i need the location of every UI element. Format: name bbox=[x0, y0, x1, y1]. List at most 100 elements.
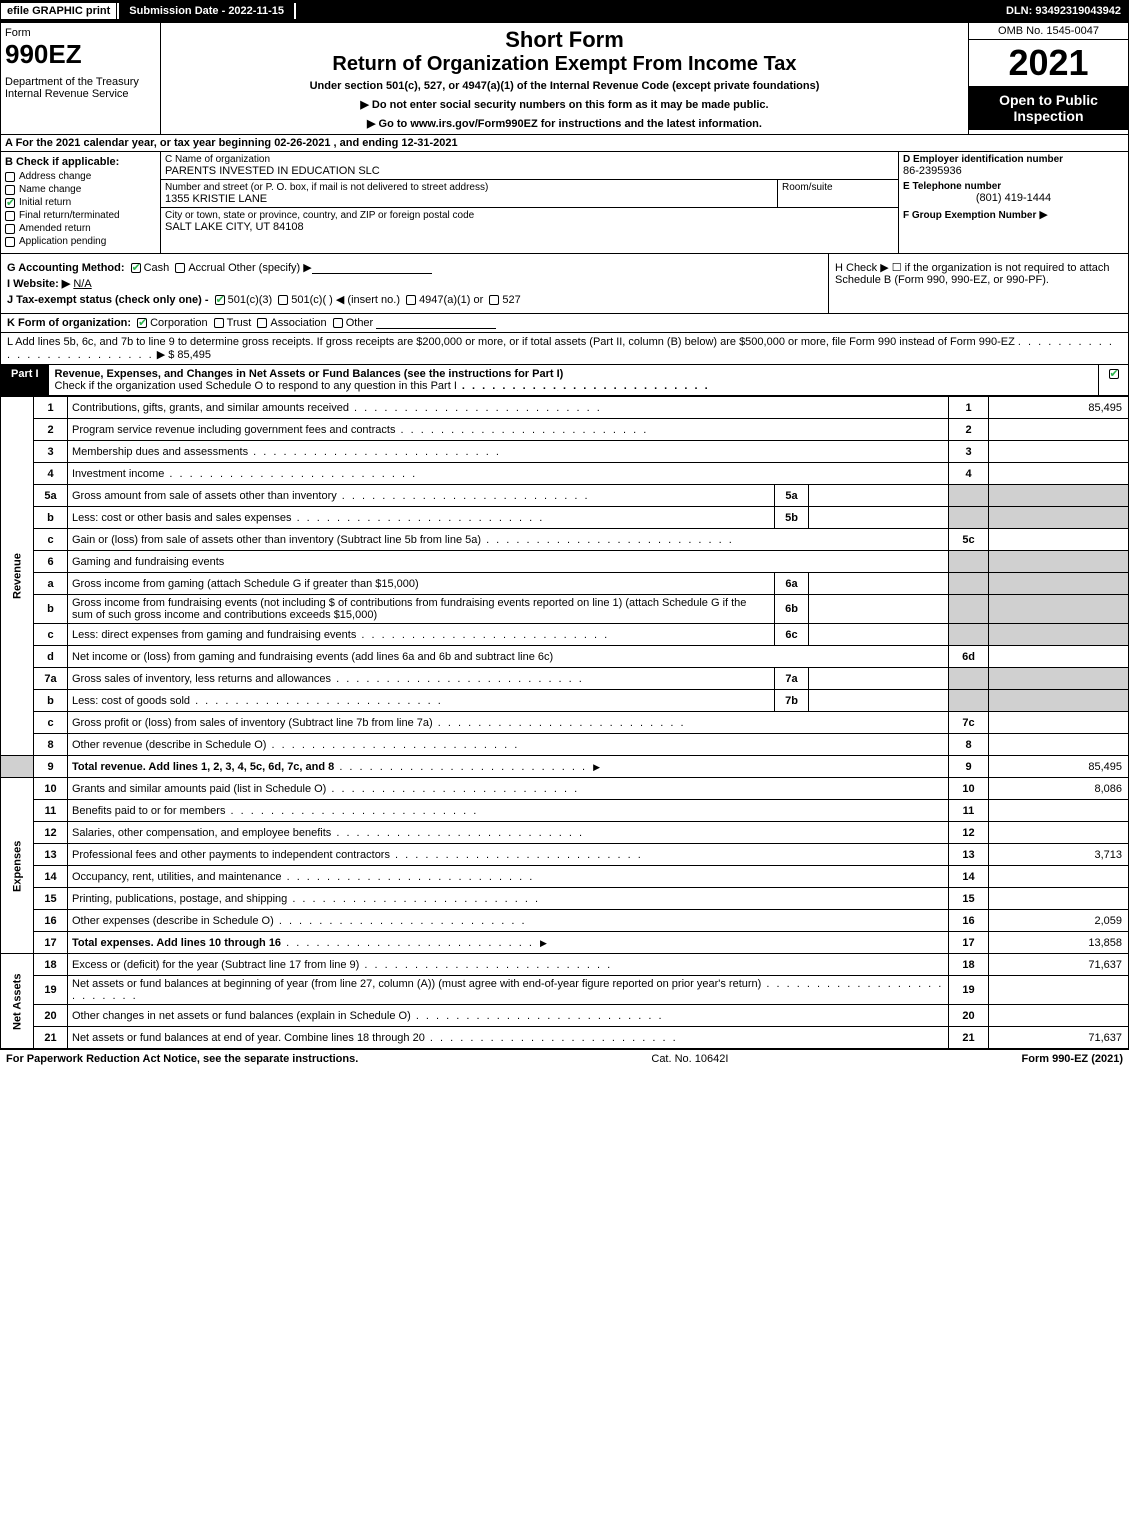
subline-label: 6b bbox=[775, 595, 809, 624]
line-num: 2 bbox=[34, 419, 68, 441]
table-row: a Gross income from gaming (attach Schedu… bbox=[1, 573, 1129, 595]
opt-amended-return[interactable]: Amended return bbox=[5, 223, 156, 234]
checkbox-icon[interactable] bbox=[5, 172, 15, 182]
k-other-input[interactable] bbox=[376, 317, 496, 329]
table-row: 20Other changes in net assets or fund ba… bbox=[1, 1005, 1129, 1027]
line-col: 21 bbox=[949, 1027, 989, 1049]
line-num: 20 bbox=[34, 1005, 68, 1027]
checkbox-4947[interactable] bbox=[406, 295, 416, 305]
efile-print-label[interactable]: efile GRAPHIC print bbox=[0, 2, 117, 20]
line-amt: 8,086 bbox=[989, 778, 1129, 800]
line-amt: 71,637 bbox=[989, 1027, 1129, 1049]
table-row: Revenue 1Contributions, gifts, grants, a… bbox=[1, 397, 1129, 419]
line-desc: Gross income from gaming (attach Schedul… bbox=[72, 578, 419, 590]
org-name: PARENTS INVESTED IN EDUCATION SLC bbox=[165, 165, 894, 177]
j-4947: 4947(a)(1) or bbox=[419, 294, 483, 306]
page-footer: For Paperwork Reduction Act Notice, see … bbox=[0, 1049, 1129, 1068]
line-amt bbox=[989, 529, 1129, 551]
line-desc: Contributions, gifts, grants, and simila… bbox=[72, 402, 349, 414]
dots bbox=[287, 893, 540, 905]
opt-initial-return[interactable]: Initial return bbox=[5, 197, 156, 208]
line-col: 4 bbox=[949, 463, 989, 485]
shaded-cell bbox=[989, 624, 1129, 646]
line-desc: Gain or (loss) from sale of assets other… bbox=[72, 534, 481, 546]
dots bbox=[274, 915, 527, 927]
accrual-label: Accrual bbox=[188, 262, 225, 274]
other-specify-input[interactable] bbox=[312, 262, 432, 274]
group-exemption-value: ▶ bbox=[1039, 209, 1047, 221]
opt-application-pending[interactable]: Application pending bbox=[5, 236, 156, 247]
checkbox-501c3[interactable] bbox=[215, 295, 225, 305]
checkbox-icon[interactable] bbox=[5, 224, 15, 234]
opt-address-change[interactable]: Address change bbox=[5, 171, 156, 182]
dots bbox=[292, 512, 545, 524]
line-num: a bbox=[34, 573, 68, 595]
omb-number: OMB No. 1545-0047 bbox=[969, 23, 1128, 40]
line-desc: Gaming and fundraising events bbox=[72, 556, 224, 568]
checkbox-cash[interactable] bbox=[131, 263, 141, 273]
checkbox-accrual[interactable] bbox=[175, 263, 185, 273]
checkbox-association[interactable] bbox=[257, 318, 267, 328]
line-num: c bbox=[34, 624, 68, 646]
line-col: 14 bbox=[949, 866, 989, 888]
shaded-cell bbox=[949, 485, 989, 507]
tax-year: 2021 bbox=[969, 40, 1128, 86]
opt-label: Initial return bbox=[19, 197, 71, 208]
checkbox-icon[interactable] bbox=[5, 237, 15, 247]
checkbox-icon[interactable] bbox=[5, 211, 15, 221]
j-501c3: 501(c)(3) bbox=[228, 294, 273, 306]
l-text: L Add lines 5b, 6c, and 7b to line 9 to … bbox=[7, 336, 1015, 348]
checkbox-trust[interactable] bbox=[214, 318, 224, 328]
section-b-header: B Check if applicable: bbox=[5, 156, 156, 168]
dln: DLN: 93492319043942 bbox=[1006, 5, 1129, 17]
shaded-cell bbox=[989, 690, 1129, 712]
block-bcdf: B Check if applicable: Address change Na… bbox=[0, 152, 1129, 254]
line-num: 14 bbox=[34, 866, 68, 888]
dots bbox=[331, 827, 584, 839]
section-c: C Name of organization PARENTS INVESTED … bbox=[161, 152, 898, 253]
line-col: 18 bbox=[949, 954, 989, 976]
k-label: K Form of organization: bbox=[7, 317, 131, 329]
table-row: 7aGross sales of inventory, less returns… bbox=[1, 668, 1129, 690]
dots bbox=[164, 468, 417, 480]
checkbox-other[interactable] bbox=[333, 318, 343, 328]
arrow-icon bbox=[590, 761, 603, 773]
opt-final-return[interactable]: Final return/terminated bbox=[5, 210, 156, 221]
checkbox-corporation[interactable] bbox=[137, 318, 147, 328]
form-header: Form 990EZ Department of the Treasury In… bbox=[0, 22, 1129, 135]
table-row: 11Benefits paid to or for members11 bbox=[1, 800, 1129, 822]
line-j: J Tax-exempt status (check only one) - 5… bbox=[7, 293, 822, 306]
line-desc: Gross sales of inventory, less returns a… bbox=[72, 673, 331, 685]
checkbox-527[interactable] bbox=[489, 295, 499, 305]
line-col: 12 bbox=[949, 822, 989, 844]
shaded-cell bbox=[989, 595, 1129, 624]
city-value: SALT LAKE CITY, UT 84108 bbox=[165, 221, 894, 233]
short-form-label: Short Form bbox=[169, 27, 960, 53]
line-col: 3 bbox=[949, 441, 989, 463]
shaded-cell bbox=[989, 668, 1129, 690]
goto-link[interactable]: ▶ Go to www.irs.gov/Form990EZ for instru… bbox=[169, 117, 960, 130]
shaded-cell bbox=[949, 507, 989, 529]
line-amt bbox=[989, 463, 1129, 485]
line-amt bbox=[989, 822, 1129, 844]
line-amt: 85,495 bbox=[989, 397, 1129, 419]
checkbox-icon[interactable] bbox=[5, 198, 15, 208]
checkbox-schedule-o[interactable] bbox=[1109, 369, 1119, 379]
line-col: 2 bbox=[949, 419, 989, 441]
checkbox-501c[interactable] bbox=[278, 295, 288, 305]
dots bbox=[337, 490, 590, 502]
opt-name-change[interactable]: Name change bbox=[5, 184, 156, 195]
dots bbox=[457, 380, 710, 392]
ein-label: D Employer identification number bbox=[903, 154, 1124, 165]
shaded-cell bbox=[989, 485, 1129, 507]
line-desc: Salaries, other compensation, and employ… bbox=[72, 827, 331, 839]
dots bbox=[433, 717, 686, 729]
section-b: B Check if applicable: Address change Na… bbox=[1, 152, 161, 253]
l-amount: ▶ $ 85,495 bbox=[157, 349, 211, 361]
line-amt: 3,713 bbox=[989, 844, 1129, 866]
dots bbox=[266, 739, 519, 751]
checkbox-icon[interactable] bbox=[5, 185, 15, 195]
line-amt bbox=[989, 734, 1129, 756]
table-row: cGain or (loss) from sale of assets othe… bbox=[1, 529, 1129, 551]
website-value: N/A bbox=[73, 278, 91, 290]
